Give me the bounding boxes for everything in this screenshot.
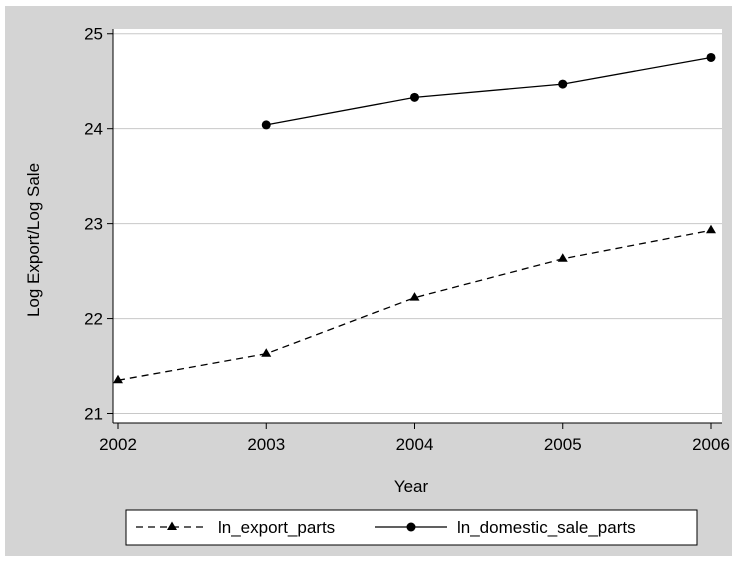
legend-marker-triangle xyxy=(167,521,177,530)
data-point-triangle xyxy=(409,292,420,301)
x-tick-label: 2002 xyxy=(99,435,137,454)
data-point-triangle xyxy=(706,224,716,234)
data-point-circle xyxy=(410,92,419,102)
x-axis-title: Year xyxy=(394,477,429,496)
x-tick-label: 2006 xyxy=(692,435,730,454)
axes: 21 22 23 24 25 2002 2003 2004 2005 2006 xyxy=(84,25,730,454)
plot-area xyxy=(113,29,722,423)
gridlines xyxy=(113,33,722,415)
x-tick-label: 2004 xyxy=(396,435,434,454)
y-axis-title: Log Export/Log Sale xyxy=(24,163,43,317)
data-point-triangle xyxy=(557,253,568,262)
y-tick-label: 22 xyxy=(84,310,103,329)
data-point-circle xyxy=(706,52,716,62)
series-line-0 xyxy=(117,229,712,381)
data-point-circle xyxy=(558,79,568,89)
data-point-triangle xyxy=(113,374,123,384)
series-line-1 xyxy=(266,56,712,126)
series-lines xyxy=(113,52,716,384)
data-point-triangle xyxy=(261,348,272,357)
legend-marker-circle xyxy=(406,522,416,532)
y-tick-label: 23 xyxy=(84,215,103,234)
x-tick-label: 2005 xyxy=(544,435,582,454)
y-tick-label: 21 xyxy=(84,405,103,424)
y-tick-label: 25 xyxy=(84,25,103,44)
y-tick-label: 24 xyxy=(84,120,103,139)
legend-label-export: ln_export_parts xyxy=(218,518,335,537)
x-tick-label: 2003 xyxy=(247,435,285,454)
legend: ln_export_parts ln_domestic_sale_parts xyxy=(125,509,698,546)
data-point-circle xyxy=(261,120,271,130)
legend-label-domestic: ln_domestic_sale_parts xyxy=(457,518,636,537)
